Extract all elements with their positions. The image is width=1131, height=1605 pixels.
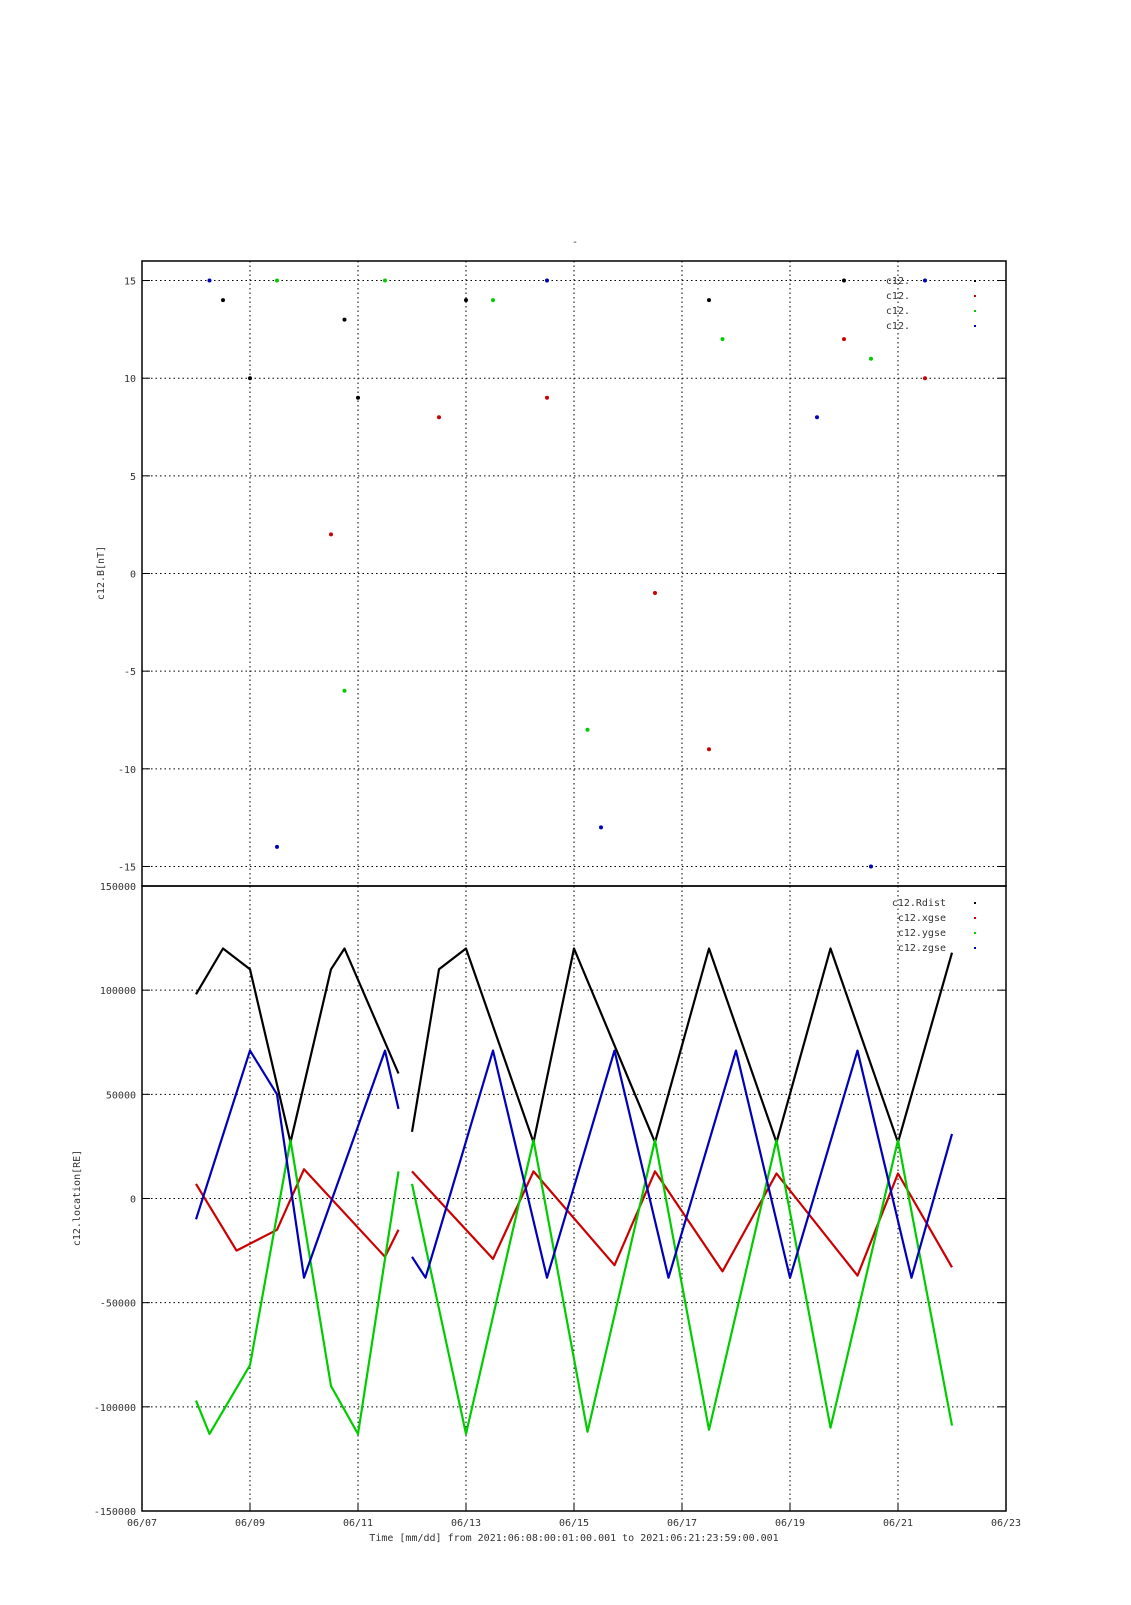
location-y-ticks: 150000 100000 50000 0 -50000 -100000 -150000 bbox=[94, 882, 1006, 1518]
x-tick-label: 06/23 bbox=[991, 1518, 1021, 1529]
scatter-point-green bbox=[585, 727, 590, 732]
legend-marker bbox=[974, 932, 976, 934]
legend-entry-label: c12. bbox=[886, 306, 910, 317]
y-tick-label: -50000 bbox=[100, 1299, 136, 1310]
x-ticks: 06/07 06/09 06/11 06/13 06/15 06/17 06/19 06/21… bbox=[127, 1503, 1021, 1529]
series-line-c12-ygse bbox=[410, 1139, 954, 1435]
scatter-point-blue bbox=[815, 415, 819, 420]
series-line-c12-Rdist bbox=[410, 947, 954, 1144]
y-tick-label: -150000 bbox=[94, 1507, 136, 1518]
scatter-point-green bbox=[869, 356, 873, 361]
y-tick-label: -10 bbox=[118, 765, 136, 776]
x-axis-label: Time [mm/dd] from 2021:06:08:00:01:00.00… bbox=[369, 1533, 778, 1544]
scatter-point-black bbox=[842, 278, 846, 283]
scatter-point-red bbox=[842, 337, 846, 342]
legend-marker bbox=[974, 280, 976, 282]
y-tick-label: -15 bbox=[118, 862, 136, 873]
x-tick-label: 06/07 bbox=[127, 1518, 157, 1529]
legend-marker bbox=[974, 310, 976, 312]
legend-entry-label: c12.xgse bbox=[898, 913, 946, 924]
legend-marker bbox=[974, 325, 976, 327]
y-tick-label: 10 bbox=[124, 374, 136, 385]
series-line-c12-ygse bbox=[194, 1139, 400, 1435]
y-tick-label: 0 bbox=[130, 1195, 136, 1206]
legend-entry-label: c12.Rdist bbox=[892, 898, 946, 909]
scatter-point-black bbox=[464, 298, 468, 303]
location-panel: 150000 100000 50000 0 -50000 -100000 -150000 c… bbox=[72, 882, 1021, 1529]
scatter-point-black bbox=[707, 298, 711, 303]
legend-entry-label: c12.ygse bbox=[898, 928, 946, 939]
series-line-c12-Rdist bbox=[195, 947, 400, 1144]
legend-marker bbox=[974, 295, 976, 297]
scatter-point-green bbox=[720, 337, 725, 342]
bfield-legend: c12. c12. c12. c12. bbox=[886, 276, 976, 332]
scatter-point-green bbox=[383, 278, 387, 283]
series-line-c12-xgse bbox=[195, 1168, 400, 1258]
scatter-point-black bbox=[248, 376, 252, 381]
y-tick-label: 0 bbox=[130, 570, 136, 581]
scatter-point-black bbox=[342, 317, 347, 322]
bfield-y-ticks: 15 10 5 0 -5 -10 -15 bbox=[118, 277, 1006, 873]
scatter-point-blue bbox=[923, 278, 927, 283]
legend-entry-label: c12. bbox=[886, 291, 910, 302]
y-tick-label: 100000 bbox=[100, 986, 136, 997]
scatter-point-blue bbox=[869, 864, 873, 869]
series-line-c12-zgse bbox=[411, 1049, 954, 1279]
x-tick-label: 06/17 bbox=[667, 1518, 697, 1529]
y-tick-label: -5 bbox=[124, 667, 136, 678]
legend-marker bbox=[974, 947, 976, 949]
scatter-point-blue bbox=[545, 278, 549, 283]
scatter-point-blue bbox=[275, 844, 279, 849]
bfield-points bbox=[207, 278, 927, 869]
x-tick-label: 06/11 bbox=[343, 1518, 373, 1529]
legend-marker bbox=[974, 902, 976, 904]
legend-entry-label: c12. bbox=[886, 276, 910, 287]
scatter-point-red bbox=[653, 591, 657, 595]
location-grid bbox=[142, 886, 1006, 1511]
y-tick-label: 50000 bbox=[106, 1090, 136, 1101]
legend-marker bbox=[974, 917, 976, 919]
scatter-point-blue bbox=[207, 278, 212, 283]
legend-entry-label: c12.zgse bbox=[898, 943, 946, 954]
x-tick-label: 06/19 bbox=[775, 1518, 805, 1529]
scatter-point-green bbox=[275, 278, 279, 283]
scatter-point-red bbox=[923, 376, 927, 381]
y-tick-label: 15 bbox=[124, 277, 136, 288]
y-tick-label: -100000 bbox=[94, 1403, 136, 1414]
x-tick-label: 06/13 bbox=[451, 1518, 481, 1529]
scatter-point-red bbox=[437, 415, 441, 420]
x-tick-label: 06/09 bbox=[235, 1518, 265, 1529]
scatter-point-green bbox=[342, 688, 347, 693]
location-legend: c12.Rdist c12.xgse c12.ygse c12.zgse bbox=[892, 898, 976, 954]
scatter-point-red bbox=[545, 395, 549, 400]
scatter-point-black bbox=[221, 298, 225, 303]
scatter-point-red bbox=[707, 747, 711, 752]
location-lines bbox=[194, 947, 954, 1435]
y-tick-label: 5 bbox=[130, 472, 136, 483]
scatter-point-blue bbox=[599, 825, 603, 830]
scatter-point-green bbox=[491, 298, 495, 303]
series-line-c12-zgse bbox=[194, 1049, 400, 1279]
x-tick-label: 06/15 bbox=[559, 1518, 589, 1529]
bfield-grid bbox=[142, 261, 1006, 886]
x-tick-label: 06/21 bbox=[883, 1518, 913, 1529]
bfield-y-label: c12.B[nT] bbox=[96, 546, 107, 600]
scatter-point-red bbox=[329, 532, 333, 537]
scatter-point-black bbox=[356, 395, 360, 400]
y-tick-label: 150000 bbox=[100, 882, 136, 893]
legend-entry-label: c12. bbox=[886, 321, 910, 332]
location-y-label: c12.location[RE] bbox=[72, 1150, 83, 1246]
top-title: - bbox=[572, 237, 578, 248]
